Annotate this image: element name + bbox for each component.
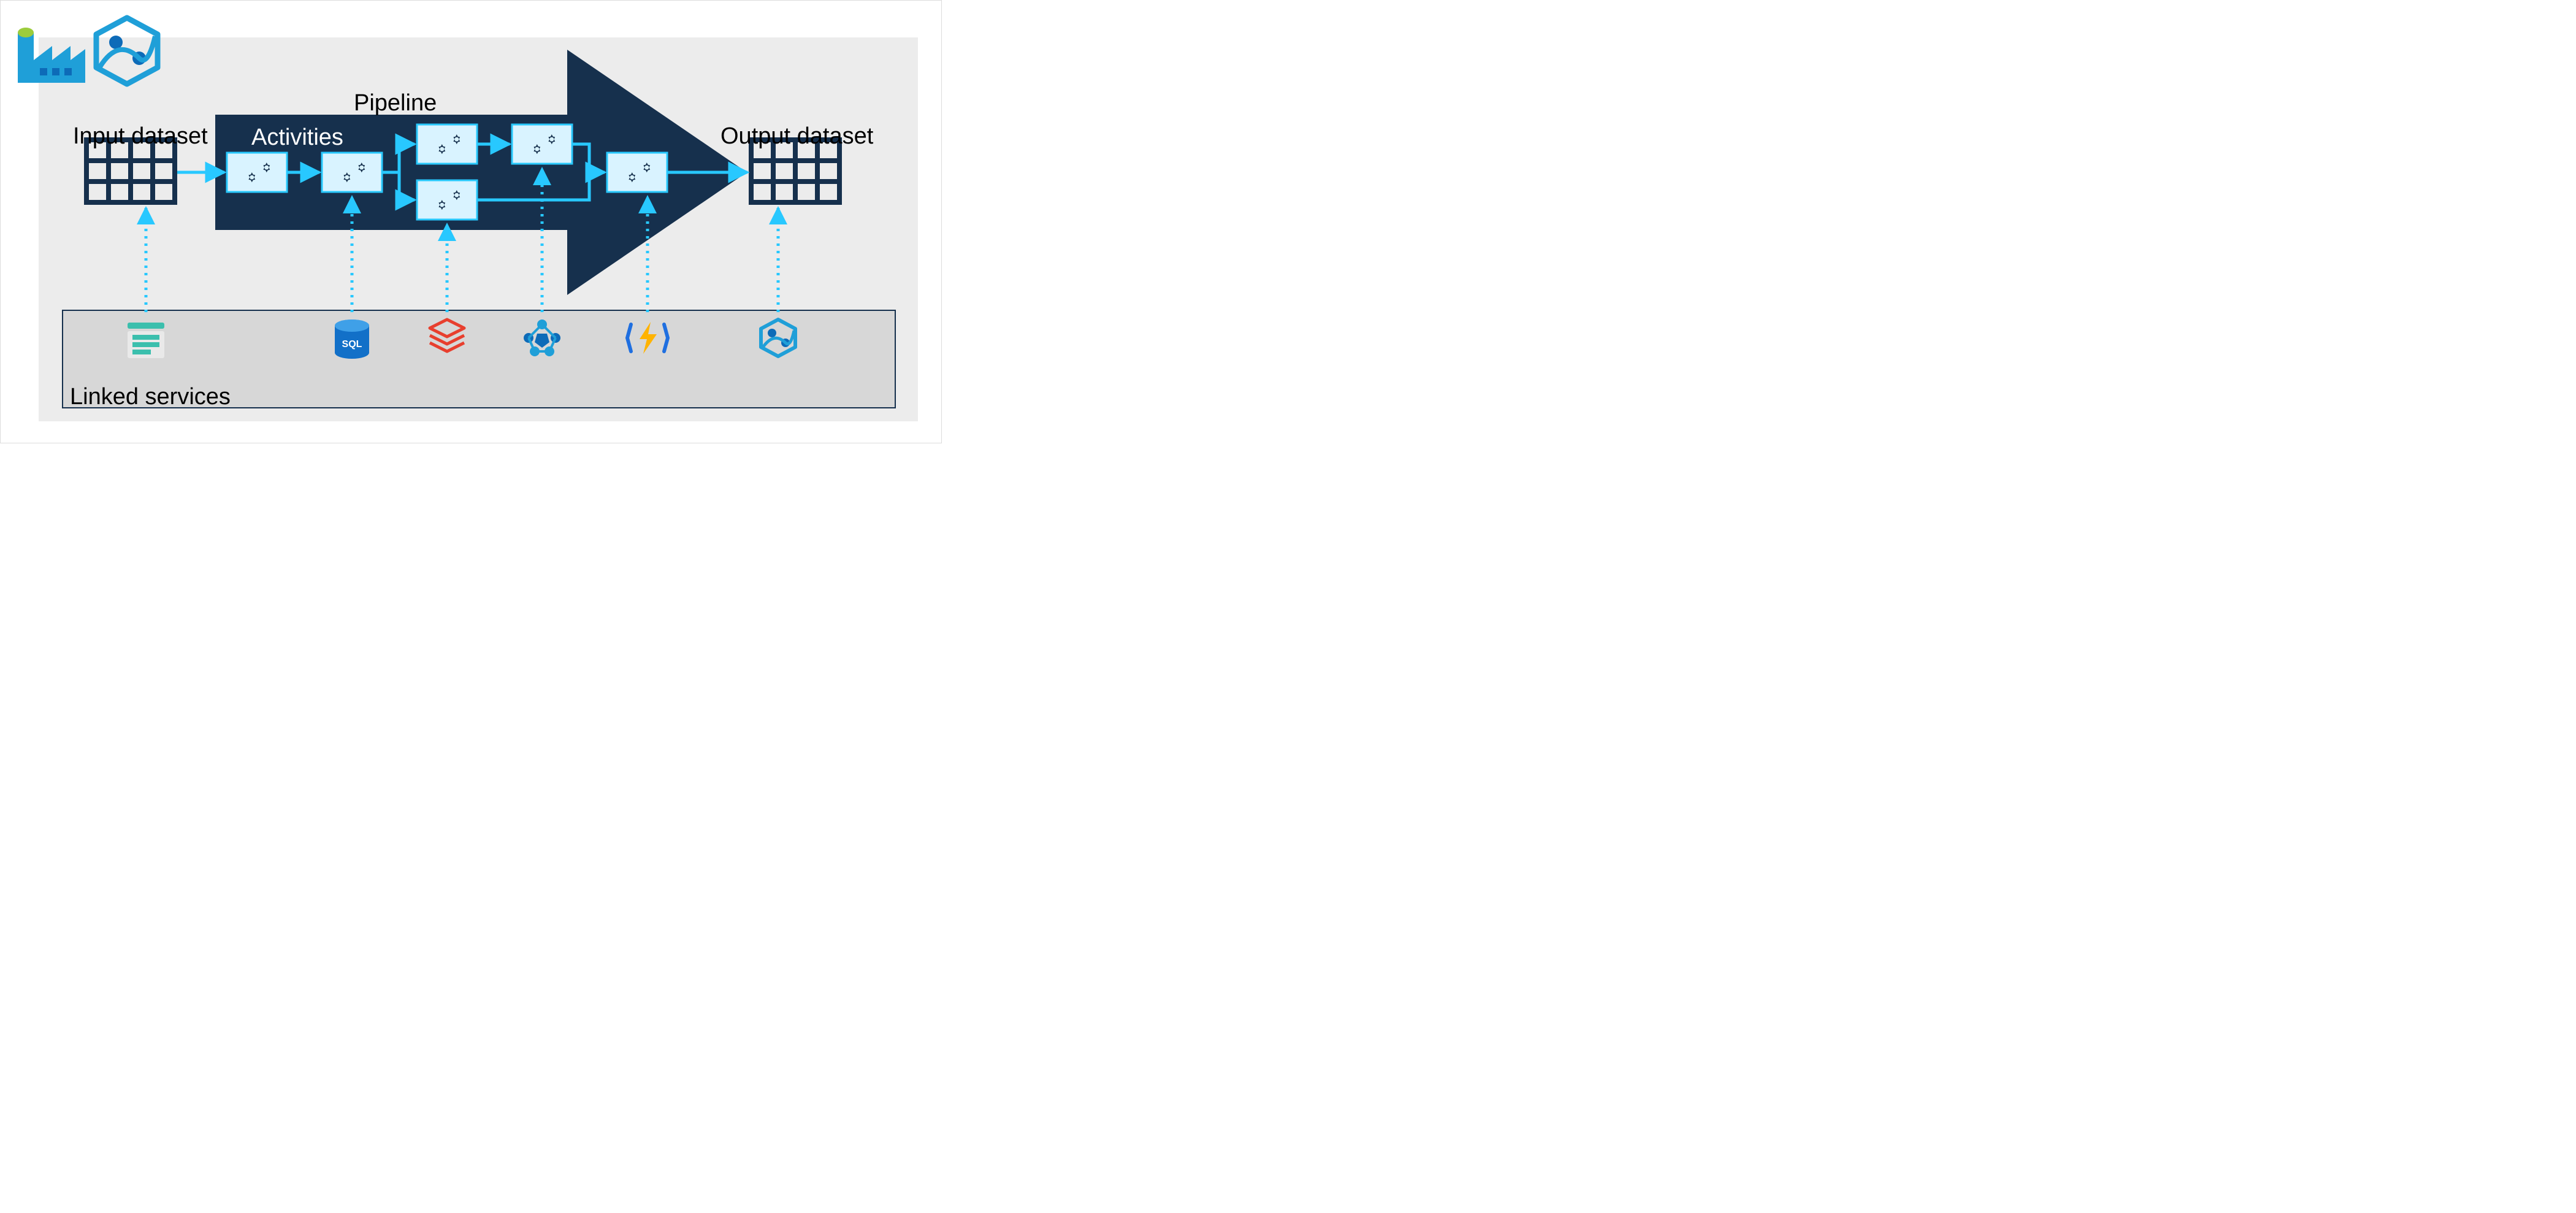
activity-a3a — [417, 124, 477, 164]
linked-services-label: Linked services — [70, 384, 231, 410]
activity-a3b — [417, 180, 477, 220]
activity-a5 — [607, 153, 667, 192]
diagram-stage: SQL — [0, 0, 942, 443]
storage-icon — [128, 323, 164, 358]
activity-a2 — [322, 153, 382, 192]
input-dataset-label: Input dataset — [73, 123, 208, 150]
pipeline-label: Pipeline — [354, 90, 437, 117]
output-dataset-label: Output dataset — [720, 123, 873, 150]
sql-icon: SQL — [335, 320, 369, 359]
activities-label: Activities — [251, 124, 343, 151]
svg-text:SQL: SQL — [342, 339, 362, 350]
activity-a1 — [227, 153, 287, 192]
diagram-svg: SQL — [1, 1, 942, 444]
activity-a4 — [512, 124, 572, 164]
